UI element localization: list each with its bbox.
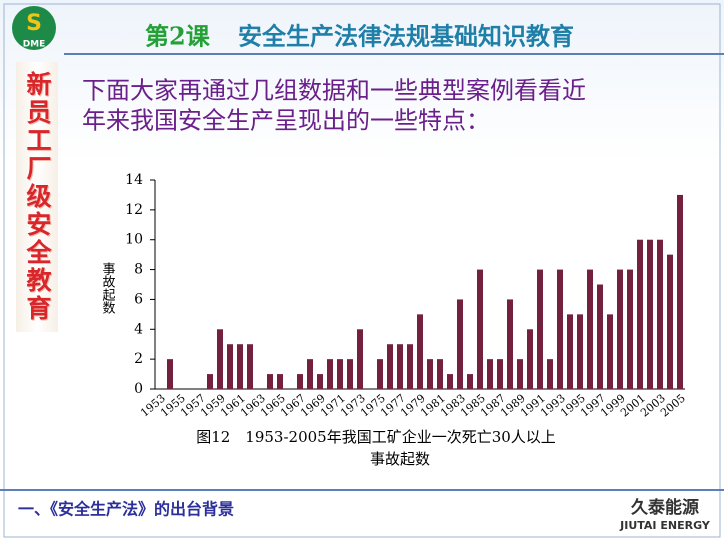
body-line: 下面大家再通过几组数据和一些典型案例看看近 bbox=[82, 77, 586, 105]
bar bbox=[607, 314, 613, 389]
bar bbox=[537, 269, 543, 389]
bar bbox=[237, 344, 243, 389]
bar bbox=[387, 344, 393, 389]
bar bbox=[517, 359, 523, 389]
chart-caption: 事故起数 bbox=[370, 450, 430, 468]
bar bbox=[397, 344, 403, 389]
bar bbox=[267, 374, 273, 389]
bar bbox=[547, 359, 553, 389]
bar bbox=[277, 374, 283, 389]
y-tick-label: 8 bbox=[134, 262, 143, 278]
bar bbox=[507, 299, 513, 389]
bar bbox=[457, 299, 463, 389]
bar bbox=[527, 329, 533, 389]
bar bbox=[337, 359, 343, 389]
bar bbox=[617, 269, 623, 389]
body-line: 年来我国安全生产呈现出的一些特点： bbox=[82, 107, 490, 135]
bar bbox=[497, 359, 503, 389]
bar bbox=[657, 239, 663, 389]
bar bbox=[247, 344, 253, 389]
bar bbox=[357, 329, 363, 389]
bar bbox=[627, 269, 633, 389]
logo-text: DME bbox=[23, 40, 46, 50]
bar bbox=[377, 359, 383, 389]
lesson-number: 第2课 bbox=[145, 22, 211, 51]
bar bbox=[577, 314, 583, 389]
bar bbox=[647, 239, 653, 389]
bar bbox=[597, 284, 603, 389]
bar bbox=[207, 374, 213, 389]
frame bbox=[3, 3, 721, 538]
y-tick-label: 12 bbox=[125, 202, 143, 218]
y-tick-label: 14 bbox=[125, 172, 143, 188]
y-tick-label: 2 bbox=[134, 351, 143, 367]
footer-logo-en: JIUTAI ENERGY bbox=[619, 519, 711, 532]
logo-badge bbox=[12, 6, 56, 50]
bar bbox=[407, 344, 413, 389]
chart-caption: 图12 1953-2005年我国工矿企业一次死亡30人以上 bbox=[196, 428, 556, 446]
y-tick-label: 4 bbox=[134, 321, 143, 337]
logo-mark: S bbox=[26, 11, 42, 36]
bar bbox=[587, 269, 593, 389]
bar bbox=[677, 194, 683, 389]
footer-logo-cn: 久泰能源 bbox=[631, 497, 699, 518]
bar bbox=[307, 359, 313, 389]
bar bbox=[227, 344, 233, 389]
bar bbox=[167, 359, 173, 389]
bar bbox=[637, 239, 643, 389]
sidebar: 新员工厂级安全教育 bbox=[16, 62, 58, 332]
bar bbox=[467, 374, 473, 389]
bar bbox=[487, 359, 493, 389]
lesson-title: 安全生产法律法规基础知识教育 bbox=[238, 22, 574, 51]
y-axis-label: 事故起数 bbox=[100, 262, 116, 314]
bar bbox=[437, 359, 443, 389]
bar bbox=[667, 254, 673, 389]
footer-text: 一、《安全生产法》的出台背景 bbox=[18, 500, 234, 519]
bar bbox=[217, 329, 223, 389]
y-tick-label: 0 bbox=[134, 381, 143, 397]
bar bbox=[557, 269, 563, 389]
bar bbox=[297, 374, 303, 389]
y-tick-label: 10 bbox=[125, 232, 143, 248]
bar bbox=[567, 314, 573, 389]
bar bbox=[447, 374, 453, 389]
bar bbox=[347, 359, 353, 389]
bar bbox=[327, 359, 333, 389]
bar bbox=[477, 269, 483, 389]
y-tick-label: 6 bbox=[134, 291, 143, 307]
bar bbox=[317, 374, 323, 389]
bar bbox=[417, 314, 423, 389]
bar bbox=[427, 359, 433, 389]
